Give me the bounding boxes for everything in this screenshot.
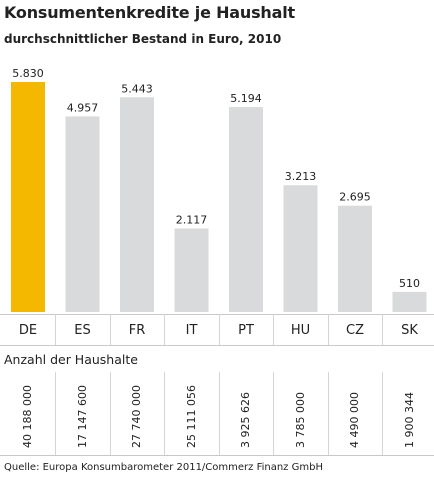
household-separator [55,372,57,455]
household-separator [327,372,329,455]
household-count: 25 111 056 [184,385,198,448]
bar-de [11,82,45,312]
category-label-de: DE [19,323,37,338]
category-separator [109,314,111,345]
bar-es [65,116,100,312]
section-divider [0,345,434,346]
footer-divider [0,455,434,456]
bar-hu [283,185,318,312]
category-label-it: IT [186,323,198,338]
household-count: 1 900 344 [402,392,416,448]
axis-divider [0,314,434,315]
category-label-sk: SK [401,323,418,338]
source-note: Quelle: Europa Konsumbarometer 2011/Comm… [4,462,323,473]
bar-chart: 5.830 DE 4.957 ES 5.443 FR 2.117 IT 5.194 PT 3.213… [11,67,427,338]
households-label: Anzahl der Haushalte [4,352,138,367]
chart-title: Konsumentenkredite je Haushalt [4,3,295,22]
household-separator [273,372,275,455]
category-label-fr: FR [129,323,146,338]
category-label-hu: HU [291,323,310,338]
household-count: 27 740 000 [130,385,143,448]
household-count: 40 188 000 [21,385,34,448]
data-label-fr: 5.443 [121,82,153,95]
household-count: 4 490 000 [348,392,361,448]
category-separator [273,314,275,345]
household-count: 17 147 600 [75,385,89,448]
bar-fr [120,97,154,312]
household-separator [382,372,384,455]
category-separator [164,314,166,345]
household-count: 3 785 000 [293,392,307,448]
bar-sk [392,291,427,312]
bar-it [174,228,209,312]
chart-subtitle: durchschnittlicher Bestand in Euro, 2010 [4,32,282,46]
data-label-cz: 2.695 [339,191,371,204]
category-label-es: ES [74,323,90,338]
data-label-sk: 510 [399,277,420,290]
category-separator [327,314,329,345]
bar-cz [338,205,372,312]
category-separator [218,314,220,345]
category-label-pt: PT [238,323,254,338]
household-separator [109,372,111,455]
category-label-cz: CZ [346,323,364,338]
data-label-hu: 3.213 [285,170,317,183]
household-count: 3 925 626 [239,392,252,448]
data-label-de: 5.830 [12,67,44,80]
data-label-pt: 5.194 [230,92,262,105]
category-separator [55,314,57,345]
data-label-it: 2.117 [176,213,208,226]
category-separator [382,314,384,345]
data-label-es: 4.957 [67,101,99,114]
household-separator [164,372,166,455]
bar-pt [229,107,263,312]
household-separator [218,372,220,455]
